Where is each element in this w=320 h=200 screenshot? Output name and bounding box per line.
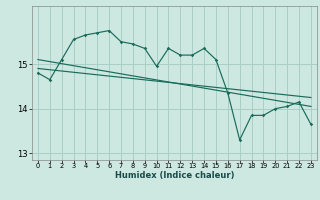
- X-axis label: Humidex (Indice chaleur): Humidex (Indice chaleur): [115, 171, 234, 180]
